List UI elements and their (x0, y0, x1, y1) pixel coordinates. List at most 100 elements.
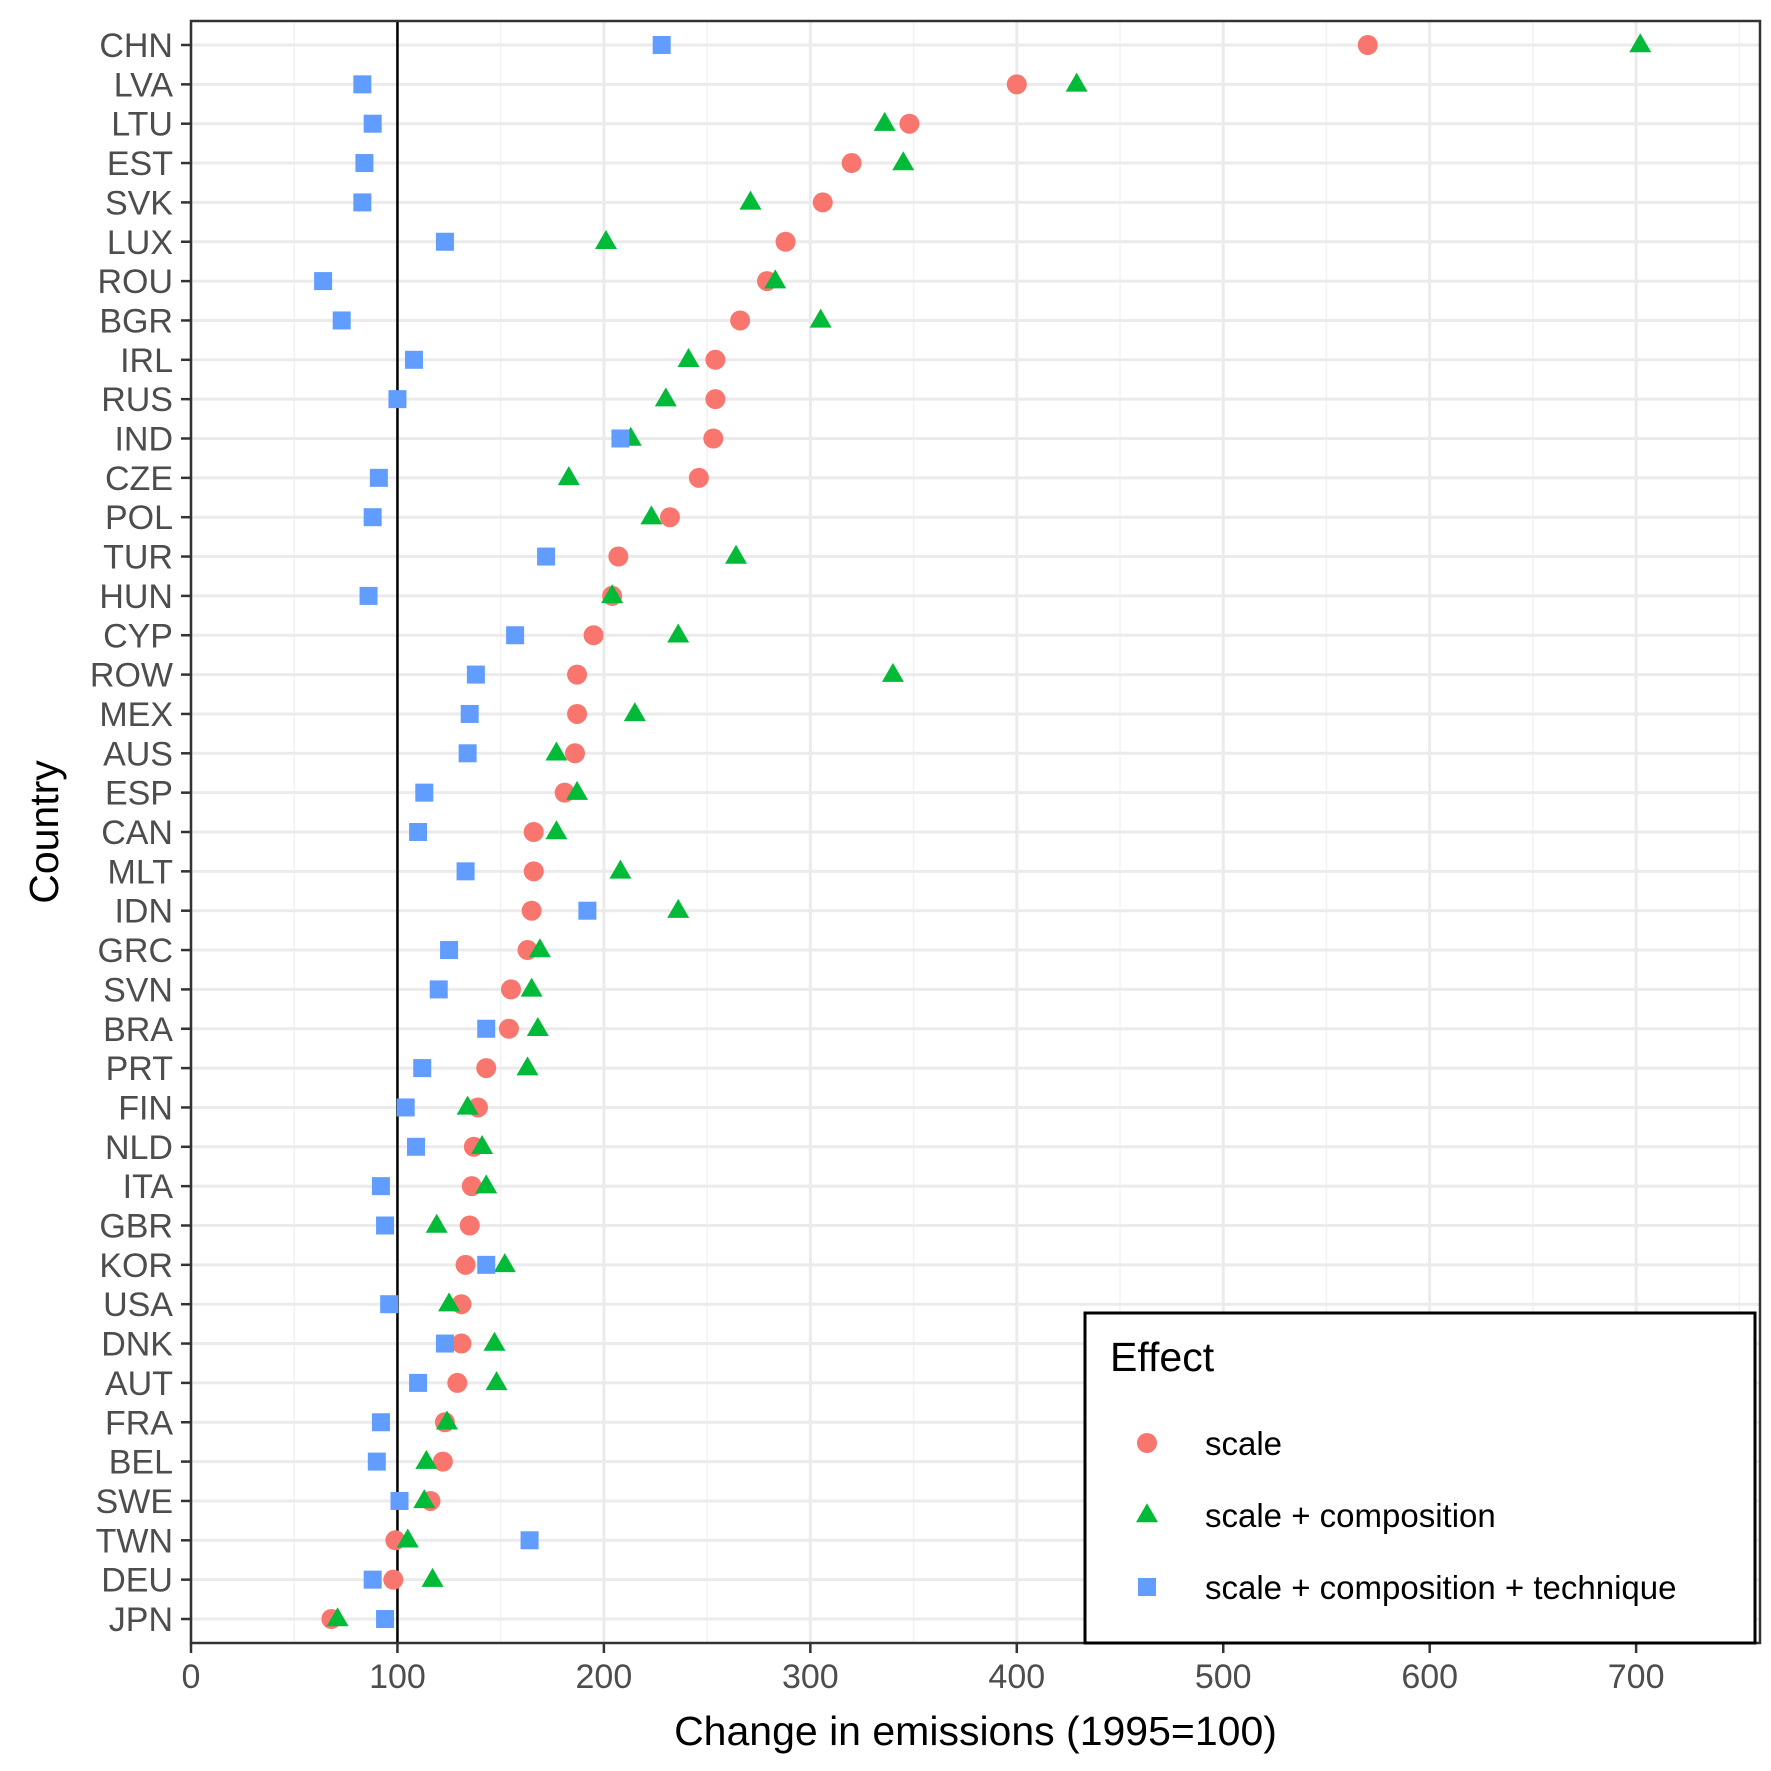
point-square-ita (371, 1177, 390, 1196)
x-axis-title: Change in emissions (1995=100) (674, 1708, 1277, 1754)
y-tick-label: AUS (103, 735, 173, 773)
point-square-svk (353, 193, 372, 212)
point-triangle-lva (1065, 72, 1088, 92)
point-square-prt (413, 1059, 432, 1078)
y-tick-label: POL (105, 499, 173, 537)
y-tick-label: DEU (101, 1562, 173, 1600)
y-tick-label: GBR (99, 1208, 173, 1246)
point-square-aus (458, 744, 477, 763)
point-triangle-cze (557, 466, 580, 486)
point-circle-rus (705, 389, 726, 410)
point-triangle-prt (516, 1056, 539, 1076)
point-square-aut (409, 1373, 428, 1392)
point-square-est (355, 154, 374, 173)
legend: Effect scale scale + composition scale + c… (1083, 1311, 1757, 1645)
point-triangle-svk (739, 190, 762, 210)
point-circle-aus (564, 743, 585, 764)
point-circle-deu (383, 1569, 404, 1590)
point-triangle-mlt (609, 859, 632, 879)
point-square-esp (415, 783, 434, 802)
point-square-kor (477, 1255, 496, 1274)
y-tick-label: SWE (96, 1483, 173, 1521)
point-triangle-usa (438, 1292, 461, 1312)
point-triangle-cyp (667, 623, 690, 643)
point-triangle-aus (545, 741, 568, 761)
legend-items: scale scale + composition scale + composit… (1136, 1425, 1676, 1606)
y-tick-label: TWN (96, 1522, 173, 1560)
point-triangle-idn (667, 898, 690, 918)
point-circle-bra (498, 1018, 519, 1039)
point-circle-pol (659, 507, 680, 528)
y-tick-label: CYP (103, 617, 173, 655)
point-triangle-ita (475, 1174, 498, 1194)
point-triangle-deu (421, 1567, 444, 1587)
y-tick-label: AUT (105, 1365, 173, 1403)
data-points (314, 33, 1652, 1629)
y-tick-label: GRC (97, 932, 173, 970)
point-square-fin (396, 1098, 415, 1117)
y-tick-label: JPN (109, 1601, 173, 1639)
point-circle-row (567, 664, 588, 685)
y-tick-label: DNK (101, 1326, 173, 1364)
point-square-cze (369, 468, 388, 487)
point-circle-bgr (730, 310, 751, 331)
point-triangle-lux (594, 229, 617, 249)
point-circle-chn (1357, 35, 1378, 55)
y-tick-label: HUN (99, 578, 173, 616)
point-square-ltu (363, 114, 382, 133)
legend-label-triangle: scale + composition (1205, 1497, 1496, 1534)
point-square-irl (404, 350, 423, 369)
y-tick-label: BRA (103, 1011, 173, 1049)
point-square-usa (380, 1295, 399, 1314)
point-circle-svk (812, 192, 833, 213)
x-tick-label: 300 (782, 1658, 839, 1696)
point-square-mlt (456, 862, 475, 881)
y-tick-label: SVN (103, 971, 173, 1009)
point-circle-bel (432, 1451, 453, 1472)
y-tick-label: LUX (107, 224, 173, 262)
point-circle-kor (455, 1254, 476, 1275)
y-tick-label: EST (107, 145, 173, 183)
point-square-tur (537, 547, 556, 566)
point-circle-idn (521, 900, 542, 921)
legend-box (1083, 1311, 1757, 1645)
point-circle-ind (703, 428, 724, 449)
y-tick-label: FRA (105, 1404, 173, 1442)
point-square-bgr (332, 311, 351, 330)
y-tick-label: CHN (99, 27, 173, 65)
point-triangle-rou (764, 269, 787, 289)
y-tick-label: LTU (111, 106, 173, 144)
point-square-bra (477, 1019, 496, 1038)
point-triangle-swe (413, 1489, 436, 1509)
point-triangle-fin (456, 1095, 479, 1115)
point-square-ind (611, 429, 630, 448)
point-triangle-hun (601, 584, 624, 604)
y-tick-label: ITA (123, 1168, 174, 1206)
y-tick-label: RUS (101, 381, 173, 419)
x-tick-label: 100 (369, 1658, 426, 1696)
point-triangle-dnk (483, 1331, 506, 1351)
x-tick-label: 500 (1195, 1658, 1252, 1696)
y-tick-label: ESP (105, 775, 173, 813)
x-tick-label: 0 (182, 1658, 201, 1696)
point-circle-ltu (899, 113, 920, 134)
point-square-dnk (435, 1334, 454, 1353)
point-square-lux (435, 232, 454, 251)
point-triangle-svn (520, 977, 543, 997)
y-tick-label: BGR (99, 302, 173, 340)
point-triangle-bel (415, 1449, 438, 1469)
x-tick-label: 200 (576, 1658, 633, 1696)
point-circle-prt (476, 1058, 497, 1079)
point-circle-cyp (583, 625, 604, 646)
point-triangle-fra (435, 1410, 458, 1430)
point-square-can (409, 823, 428, 841)
point-triangle-bgr (809, 308, 832, 328)
point-square-gbr (376, 1216, 395, 1235)
point-triangle-est (892, 151, 915, 171)
legend-label-square: scale + composition + technique (1205, 1569, 1676, 1606)
point-triangle-grc (528, 938, 551, 958)
point-square-hun (359, 586, 378, 605)
y-tick-label: CAN (101, 814, 173, 852)
point-triangle-twn (396, 1528, 419, 1548)
y-tick-label: BEL (109, 1444, 173, 1482)
